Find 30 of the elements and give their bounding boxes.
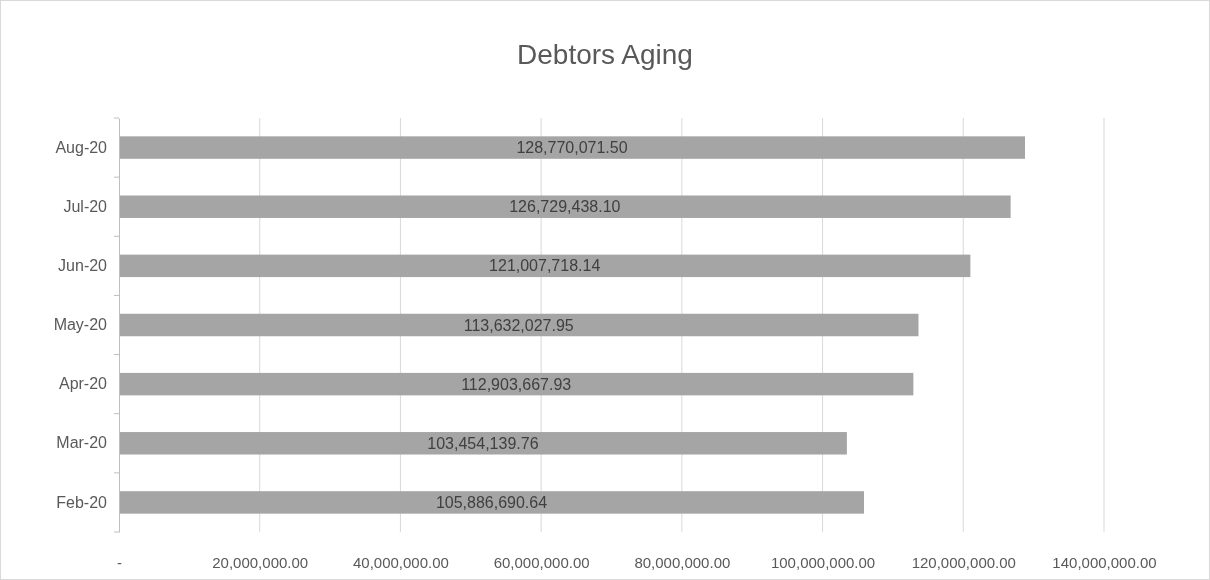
y-tick-label: Aug-20: [55, 138, 108, 156]
bar: [119, 254, 971, 278]
y-tick-label: Mar-20: [56, 434, 108, 452]
x-tick-label: 80,000,000.00: [634, 553, 731, 571]
data-label: 113,632,027.95: [463, 316, 574, 334]
chart-title: Debtors Aging: [517, 39, 693, 70]
data-label: 128,770,071.50: [516, 139, 628, 157]
x-tick-label: 40,000,000.00: [352, 553, 449, 571]
data-label: 121,007,718.14: [489, 257, 601, 275]
bar: [119, 136, 1025, 159]
x-tick-label: 60,000,000.00: [493, 553, 590, 571]
bar: [119, 432, 847, 455]
bar: [119, 195, 1011, 218]
bar: [119, 372, 914, 396]
y-tick-label: Jul-20: [63, 197, 108, 215]
x-tick-label: -: [117, 553, 122, 571]
x-tick-label: 100,000,000.00: [770, 553, 876, 571]
y-tick-label: Jun-20: [58, 256, 108, 274]
bar: [119, 491, 864, 514]
y-tick-label: May-20: [53, 316, 108, 334]
data-label: 126,729,438.10: [509, 198, 621, 216]
y-tick-label: Apr-20: [58, 375, 108, 393]
x-tick-label: 120,000,000.00: [911, 553, 1016, 571]
x-tick-label: 140,000,000.00: [1052, 553, 1157, 571]
data-label: 105,886,690.64: [435, 494, 548, 512]
x-tick-label: 20,000,000.00: [212, 553, 309, 571]
y-tick-label: Feb-20: [56, 493, 108, 511]
data-label: 103,454,139.76: [427, 434, 539, 452]
data-label: 112,903,667.93: [461, 375, 572, 393]
bar: [119, 313, 919, 337]
